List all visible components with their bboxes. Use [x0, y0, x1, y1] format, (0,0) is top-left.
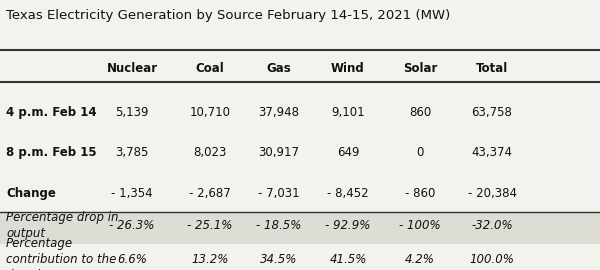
- Text: -32.0%: -32.0%: [471, 219, 513, 232]
- Text: - 100%: - 100%: [399, 219, 441, 232]
- Text: - 8,452: - 8,452: [327, 187, 369, 200]
- Text: Percentage drop in
output: Percentage drop in output: [6, 211, 119, 240]
- Text: 10,710: 10,710: [190, 106, 230, 119]
- Text: 63,758: 63,758: [472, 106, 512, 119]
- Text: Nuclear: Nuclear: [106, 62, 158, 75]
- Text: Texas Electricity Generation by Source February 14-15, 2021 (MW): Texas Electricity Generation by Source F…: [6, 9, 450, 22]
- Text: 100.0%: 100.0%: [470, 253, 514, 266]
- Text: 649: 649: [337, 146, 359, 159]
- Text: - 20,384: - 20,384: [467, 187, 517, 200]
- Text: 3,785: 3,785: [115, 146, 149, 159]
- Text: - 860: - 860: [405, 187, 435, 200]
- Text: 34.5%: 34.5%: [260, 253, 298, 266]
- Text: 30,917: 30,917: [259, 146, 299, 159]
- Text: 0: 0: [416, 146, 424, 159]
- Text: - 2,687: - 2,687: [189, 187, 231, 200]
- Text: - 26.3%: - 26.3%: [109, 219, 155, 232]
- Text: Coal: Coal: [196, 62, 224, 75]
- Text: Gas: Gas: [266, 62, 292, 75]
- Text: 860: 860: [409, 106, 431, 119]
- Text: 13.2%: 13.2%: [191, 253, 229, 266]
- Text: Solar: Solar: [403, 62, 437, 75]
- Text: 43,374: 43,374: [472, 146, 512, 159]
- Text: 41.5%: 41.5%: [329, 253, 367, 266]
- Text: - 7,031: - 7,031: [258, 187, 300, 200]
- Text: Change: Change: [6, 187, 56, 200]
- Text: 4.2%: 4.2%: [405, 253, 435, 266]
- Text: Wind: Wind: [331, 62, 365, 75]
- Text: 6.6%: 6.6%: [117, 253, 147, 266]
- Text: - 18.5%: - 18.5%: [256, 219, 302, 232]
- Text: Percentage
contribution to the
drop in output: Percentage contribution to the drop in o…: [6, 237, 116, 270]
- Bar: [0, 212, 600, 244]
- Text: Total: Total: [476, 62, 508, 75]
- Text: 5,139: 5,139: [115, 106, 149, 119]
- Text: 4 p.m. Feb 14: 4 p.m. Feb 14: [6, 106, 97, 119]
- Text: 9,101: 9,101: [331, 106, 365, 119]
- Text: - 92.9%: - 92.9%: [325, 219, 371, 232]
- Text: - 1,354: - 1,354: [111, 187, 153, 200]
- Text: 37,948: 37,948: [259, 106, 299, 119]
- Text: 8,023: 8,023: [193, 146, 227, 159]
- Text: - 25.1%: - 25.1%: [187, 219, 233, 232]
- Text: 8 p.m. Feb 15: 8 p.m. Feb 15: [6, 146, 97, 159]
